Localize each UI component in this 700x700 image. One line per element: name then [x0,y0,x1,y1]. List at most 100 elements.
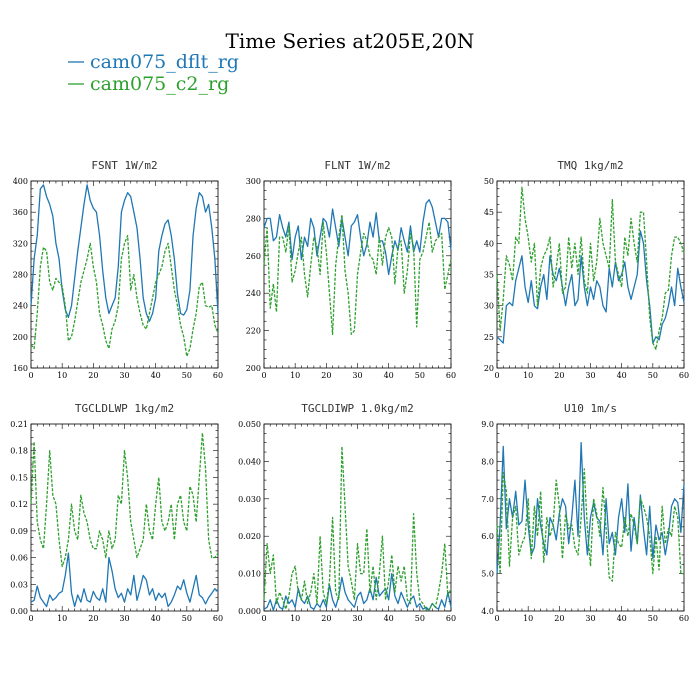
x-tick-label: 40 [384,371,394,380]
panel-title: TGCLDLWP 1kg/m2 [75,402,174,415]
panel-title: TMQ 1kg/m2 [557,159,623,172]
y-tick-label: 50 [484,177,494,186]
x-tick-label: 10 [57,614,67,623]
x-tick-label: 50 [182,371,192,380]
x-tick-label: 40 [617,371,627,380]
panel-2: FLNT 1W/m2 0 10 20 30 40 50 60 200 220 240 260 280 30… [246,159,456,380]
series-line-dflt [30,184,219,322]
y-tick-label: 0.040 [238,457,261,466]
legend-label-c2: cam075_c2_rg [90,73,229,95]
x-tick-label: 30 [585,614,595,623]
y-tick-label: 200 [13,333,28,342]
panel-4: TGCLDLWP 1kg/m2 0 10 20 30 40 50 60 0.00 0.03 0.06… [10,402,223,623]
x-tick-label: 10 [523,371,533,380]
x-tick-label: 40 [617,614,627,623]
panel-3: TMQ 1kg/m2 0 10 20 30 40 50 60 20 25 30 35 40 45 50 [484,159,689,380]
y-tick-label: 40 [484,239,494,248]
panel-title: U10 1m/s [564,402,617,415]
y-tick-label: 0.010 [238,570,261,579]
y-tick-label: 220 [246,327,261,336]
x-tick-label: 10 [290,371,300,380]
y-tick-label: 0.21 [10,420,28,429]
x-tick-label: 0 [28,614,33,623]
x-tick-label: 60 [679,371,689,380]
y-tick-label: 7.0 [481,495,494,504]
x-tick-label: 10 [57,371,67,380]
x-tick-label: 50 [648,614,658,623]
x-tick-label: 0 [494,614,499,623]
y-tick-label: 240 [13,302,28,311]
x-tick-label: 60 [679,614,689,623]
x-tick-label: 20 [88,614,98,623]
legend-label-dflt: cam075_dflt_rg [90,51,239,73]
y-tick-label: 280 [246,214,261,223]
x-tick-label: 50 [648,371,658,380]
x-tick-label: 0 [261,371,266,380]
x-tick-label: 30 [119,614,129,623]
series-line-c2 [263,445,452,611]
y-tick-label: 0.12 [10,500,28,509]
x-tick-label: 60 [446,371,456,380]
x-tick-label: 60 [213,371,223,380]
panels-grid: FSNT 1W/m20 10 20 30 40 50 6016020024028032036… [10,159,689,623]
y-tick-label: 300 [246,177,261,186]
y-tick-label: 0.03 [10,580,28,589]
x-tick-label: 40 [151,371,161,380]
panel-frame [263,423,452,612]
x-tick-label: 30 [585,371,595,380]
y-tick-label: 8.0 [481,457,494,466]
legend: cam075_dflt_rg cam075_c2_rg [68,51,239,95]
panel-title: FLNT 1W/m2 [324,159,390,172]
y-tick-label: 200 [246,364,261,373]
y-tick-label: 0.18 [10,447,28,456]
y-tick-label: 0.09 [10,527,28,536]
x-tick-label: 60 [213,614,223,623]
chart-title: Time Series at205E,20N [226,29,475,53]
y-tick-label: 25 [484,333,494,342]
x-tick-label: 40 [151,614,161,623]
series-line-c2 [30,234,219,357]
x-tick-label: 0 [494,371,499,380]
x-tick-label: 10 [523,614,533,623]
x-tick-label: 30 [352,614,362,623]
y-tick-label: 0.000 [238,607,261,616]
x-tick-label: 20 [321,614,331,623]
x-tick-label: 0 [28,371,33,380]
panel-title: TGCLDIWP 1.0kg/m2 [301,402,414,415]
y-tick-label: 0.00 [10,607,28,616]
x-tick-label: 0 [261,614,266,623]
series-line-c2 [496,186,685,350]
y-tick-label: 4.0 [481,607,494,616]
y-tick-label: 280 [13,271,28,280]
y-tick-label: 240 [246,289,261,298]
y-tick-label: 0.020 [238,532,261,541]
x-tick-label: 30 [352,371,362,380]
y-tick-label: 45 [484,208,494,217]
series-line-dflt [30,552,219,608]
y-tick-label: 0.15 [10,473,28,482]
x-tick-label: 20 [554,614,564,623]
y-tick-label: 30 [484,302,494,311]
x-tick-label: 30 [119,371,129,380]
x-tick-label: 40 [384,614,394,623]
series-line-dflt [263,199,452,276]
y-tick-label: 260 [246,252,261,261]
panel-title: FSNT 1W/m2 [91,159,157,172]
x-tick-label: 50 [415,371,425,380]
series-line-c2 [496,468,684,582]
series-line-c2 [30,432,219,568]
y-tick-label: 9.0 [481,420,494,429]
x-tick-label: 60 [446,614,456,623]
panel-1: FSNT 1W/m2 0 10 20 30 40 50 60 160 200 240 280 320 36… [13,159,223,380]
x-tick-label: 20 [321,371,331,380]
y-tick-label: 400 [13,177,28,186]
panel-frame [30,180,219,369]
x-tick-label: 50 [182,614,192,623]
y-tick-label: 0.050 [238,420,261,429]
y-tick-label: 360 [13,208,28,217]
y-tick-label: 20 [484,364,494,373]
y-tick-label: 5.0 [481,570,494,579]
series-line-dflt [263,572,452,611]
series-line-dflt [496,442,685,574]
